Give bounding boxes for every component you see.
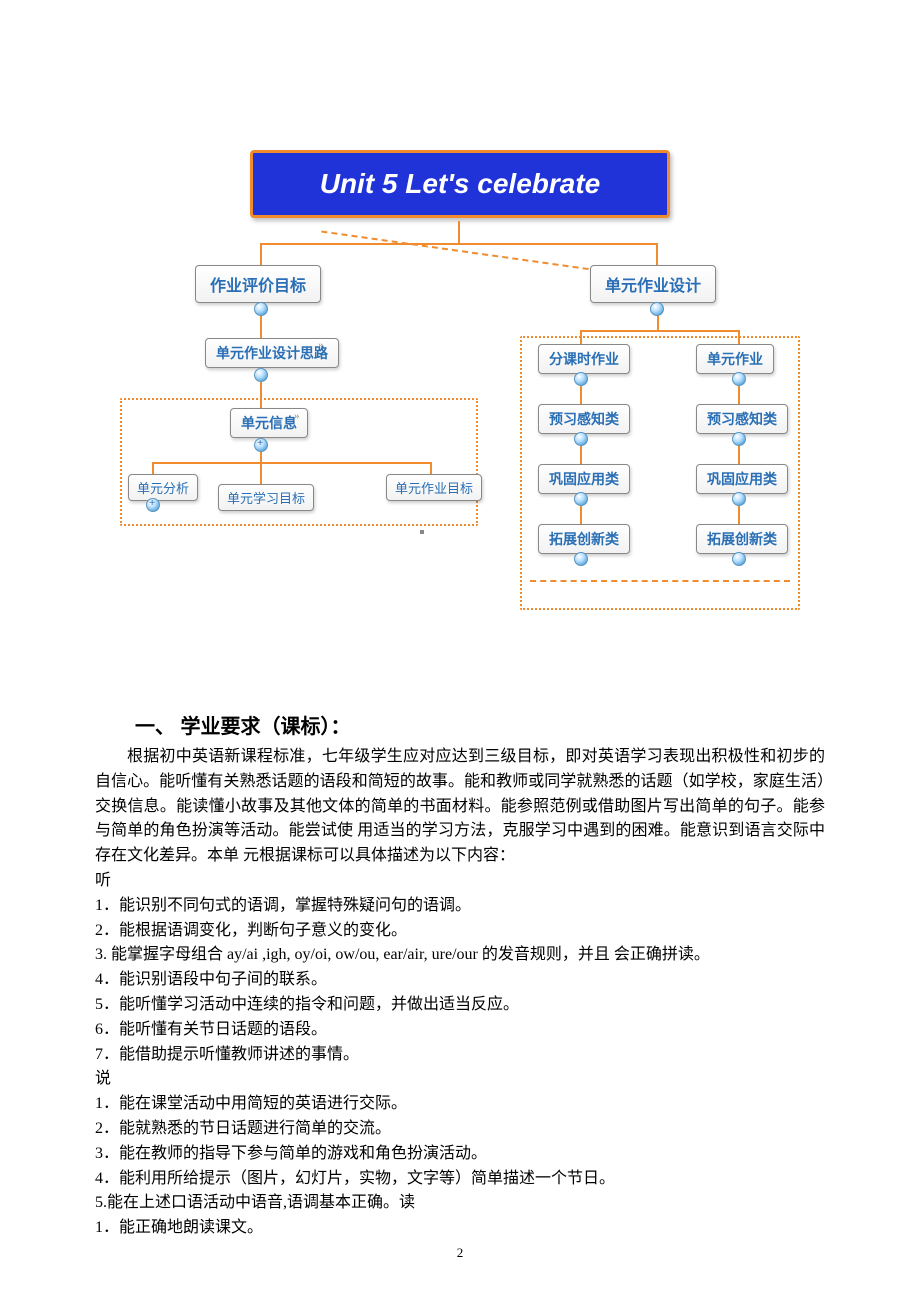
- expand-knob-plus: [146, 498, 160, 512]
- read-item: 1．能正确地朗读课文。: [95, 1216, 825, 1241]
- speak-item: 3．能在教师的指导下参与简单的游戏和角色扮演活动。: [95, 1142, 825, 1167]
- node-right-l1: 单元作业设计: [590, 265, 716, 303]
- listen-item: 4．能识别语段中句子间的联系。: [95, 968, 825, 993]
- listen-item: 1．能识别不同句式的语调，掌握特殊疑问句的语调。: [95, 894, 825, 919]
- speak-item: 2．能就熟悉的节日话题进行简单的交流。: [95, 1117, 825, 1142]
- node-unit-study-goal: 单元学习目标: [218, 484, 314, 511]
- node-design-idea: 单元作业设计思路: [205, 338, 339, 368]
- expand-knob: [254, 302, 268, 316]
- node-unit-hw: 单元作业: [696, 344, 774, 374]
- listen-label: 听: [95, 869, 825, 894]
- node-preview-2: 预习感知类: [696, 404, 788, 434]
- listen-item: 5．能听懂学习活动中连续的指令和问题，并做出适当反应。: [95, 993, 825, 1018]
- section-heading: 一、 学业要求（课标）：: [135, 710, 825, 739]
- listen-item: 6．能听懂有关节日话题的语段。: [95, 1018, 825, 1043]
- listen-item: 2．能根据语调变化，判断句子意义的变化。: [95, 919, 825, 944]
- expand-knob: [732, 372, 746, 386]
- expand-knob: [574, 492, 588, 506]
- expand-knob: [650, 302, 664, 316]
- expand-knob: [574, 372, 588, 386]
- node-preview-1: 预习感知类: [538, 404, 630, 434]
- node-expand-2: 拓展创新类: [696, 524, 788, 554]
- speak-label: 说: [95, 1067, 825, 1092]
- unit-diagram: Unit 5 Let's celebrate 作业评价目标 单元作业设计 单元作…: [160, 150, 760, 640]
- stray-marker: [420, 530, 424, 534]
- node-per-lesson-hw: 分课时作业: [538, 344, 630, 374]
- intro-paragraph: 根据初中英语新课程标准，七年级学生应对应达到三级目标，即对英语学习表现出积极性和…: [95, 745, 825, 869]
- page-number: 2: [0, 1245, 920, 1261]
- expand-knob: [732, 432, 746, 446]
- expand-knob: [574, 552, 588, 566]
- speak-item: 1．能在课堂活动中用简短的英语进行交际。: [95, 1092, 825, 1117]
- node-unit-info: 单元信息: [230, 408, 308, 438]
- node-expand-1: 拓展创新类: [538, 524, 630, 554]
- expand-knob: [732, 552, 746, 566]
- diagram-title: Unit 5 Let's celebrate: [250, 150, 670, 218]
- expand-knob-plus: [254, 438, 268, 452]
- listen-item: 3. 能掌握字母组合 ay/ai ,igh, oy/oi, ow/ou, ear…: [95, 943, 825, 968]
- node-consolidate-2: 巩固应用类: [696, 464, 788, 494]
- speak-item: 5.能在上述口语活动中语音,语调基本正确。读: [95, 1191, 825, 1216]
- expand-knob: [732, 492, 746, 506]
- node-left-l1: 作业评价目标: [195, 265, 321, 303]
- expand-knob: [254, 368, 268, 382]
- node-unit-analysis: 单元分析: [128, 474, 198, 501]
- listen-item: 7．能借助提示听懂教师讲述的事情。: [95, 1043, 825, 1068]
- expand-knob: [574, 432, 588, 446]
- node-unit-hw-goal: 单元作业目标: [386, 474, 482, 501]
- speak-item: 4．能利用所给提示（图片，幻灯片，实物，文字等）简单描述一个节日。: [95, 1167, 825, 1192]
- node-consolidate-1: 巩固应用类: [538, 464, 630, 494]
